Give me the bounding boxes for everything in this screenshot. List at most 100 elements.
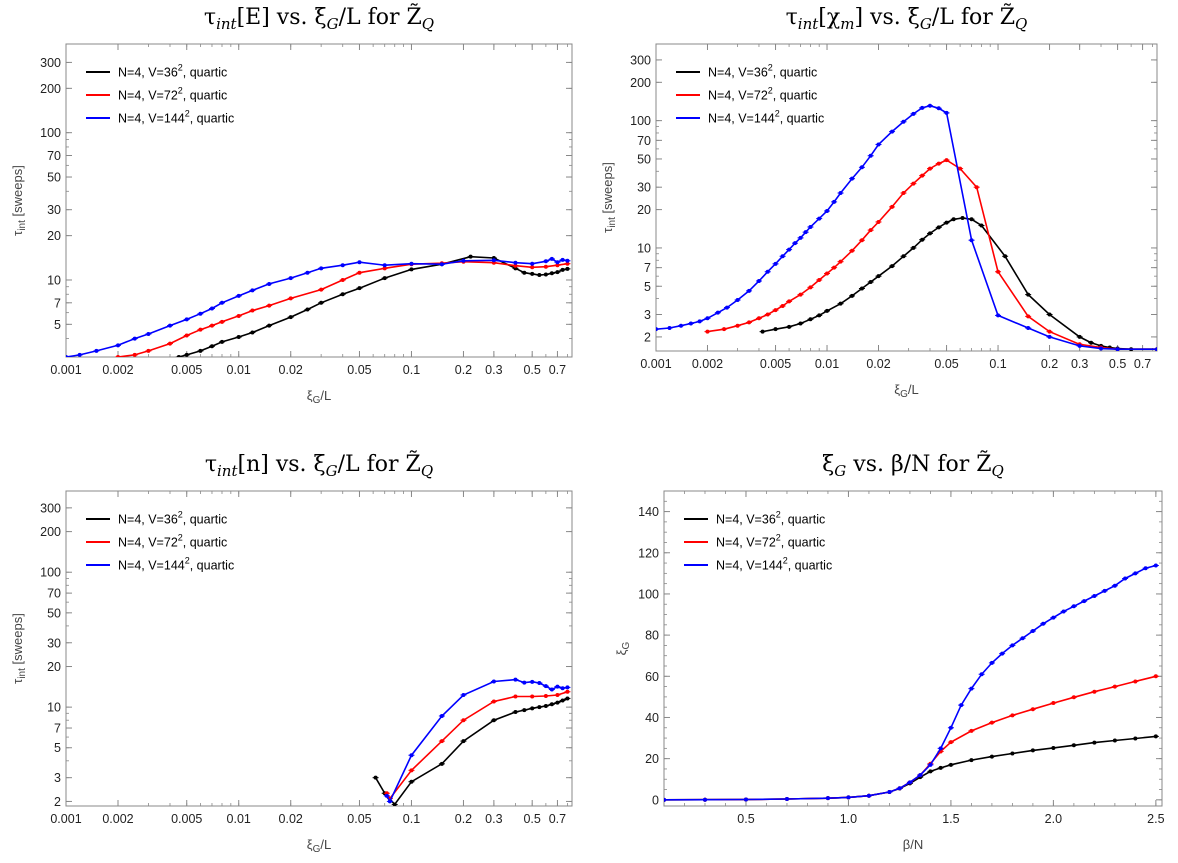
y-tick-label: 3 — [54, 771, 61, 785]
y-tick-label: 2 — [644, 330, 651, 344]
y-tick-label: 40 — [645, 711, 659, 725]
x-axis-label: ξG/L — [894, 382, 918, 400]
y-tick-label: 50 — [47, 171, 61, 185]
series-line — [66, 258, 568, 357]
x-tick-label: 0.01 — [815, 357, 839, 371]
x-tick-label: 0.2 — [455, 812, 472, 826]
plot-frame — [65, 490, 573, 807]
y-tick-label: 50 — [47, 606, 61, 620]
x-tick-label: 0.2 — [455, 363, 472, 377]
y-tick-label: 70 — [47, 587, 61, 601]
y-tick-label: 80 — [645, 629, 659, 643]
y-tick-label: 10 — [637, 241, 651, 255]
series-2 — [114, 259, 571, 357]
series-line — [762, 217, 1157, 351]
x-tick-label: 0.005 — [171, 812, 202, 826]
y-tick-label: 5 — [644, 280, 651, 294]
x-tick-label: 0.5 — [737, 812, 754, 826]
x-tick-label: 0.02 — [279, 812, 303, 826]
legend-entry: N=4, V=722, quartic — [708, 86, 817, 103]
x-tick-label: 0.3 — [485, 812, 502, 826]
y-tick-label: 10 — [47, 273, 61, 287]
series-1 — [372, 696, 571, 806]
series-3 — [656, 103, 1157, 351]
y-tick-label: 200 — [40, 525, 61, 539]
y-tick-label: 200 — [630, 76, 651, 90]
y-tick-label: 30 — [47, 203, 61, 217]
series-line — [386, 678, 568, 804]
chart-panel-3: τint[n] vs. ξG/L for Z̃Q 0.001 0.002 0.005 0… — [10, 451, 573, 855]
y-tick-label: 300 — [40, 501, 61, 515]
y-tick-label: 2 — [54, 795, 61, 809]
legend-entry: N=4, V=1442, quartic — [118, 556, 234, 573]
x-axis-label: β/N — [903, 837, 923, 852]
y-tick-label: 50 — [637, 152, 651, 166]
series-line — [178, 255, 568, 357]
series-1 — [759, 215, 1157, 351]
y-tick-label: 20 — [47, 660, 61, 674]
chart-panel-4: ξG vs. β/N for Z̃Q 0.5 1.0 1.5 2.0 2.5 0 20 40 60… — [614, 451, 1165, 852]
y-tick-label: 20 — [637, 203, 651, 217]
y-tick-label: 10 — [47, 701, 61, 715]
x-tick-label: 0.5 — [523, 363, 540, 377]
legend-entry: N=4, V=1442, quartic — [118, 109, 234, 126]
chart-title: τint[n] vs. ξG/L for Z̃Q — [205, 451, 433, 480]
series-line — [117, 260, 568, 357]
y-tick-label: 5 — [54, 318, 61, 332]
y-tick-label: 60 — [645, 670, 659, 684]
series-3 — [383, 677, 571, 804]
y-tick-label: 100 — [630, 114, 651, 128]
x-tick-label: 0.7 — [1134, 357, 1151, 371]
x-tick-label: 0.5 — [1109, 357, 1126, 371]
y-axis-label: τint [sweeps] — [10, 613, 28, 684]
x-tick-label: 0.001 — [50, 812, 81, 826]
x-tick-label: 0.02 — [866, 357, 890, 371]
x-tick-label: 0.02 — [279, 363, 303, 377]
x-tick-label: 0.1 — [989, 357, 1006, 371]
x-tick-label: 0.05 — [934, 357, 958, 371]
y-axis-label: ξG — [614, 641, 632, 655]
plot-frame — [65, 43, 573, 358]
legend-entry: N=4, V=362, quartic — [716, 510, 825, 527]
legend: N=4, V=362, quartic N=4, V=722, quartic N=… — [684, 510, 832, 573]
series-line — [664, 735, 1156, 801]
series-1 — [664, 734, 1159, 802]
x-tick-label: 2.0 — [1045, 812, 1062, 826]
y-tick-label: 100 — [638, 587, 659, 601]
series-2 — [383, 689, 571, 801]
y-tick-label: 70 — [47, 149, 61, 163]
x-tick-label: 0.002 — [102, 812, 133, 826]
y-tick-label: 300 — [40, 56, 61, 70]
x-tick-label: 0.5 — [523, 812, 540, 826]
plot-frame — [663, 490, 1163, 807]
x-tick-label: 0.05 — [347, 812, 371, 826]
legend: N=4, V=362, quartic N=4, V=722, quartic N=… — [86, 510, 234, 573]
chart-panel-1: τint[E] vs. ξG/L for Z̃Q 0.001 0.002 0.005 0… — [10, 4, 573, 406]
series-line — [374, 697, 568, 806]
x-tick-label: 0.002 — [692, 357, 723, 371]
y-axis-label: τint [sweeps] — [10, 165, 28, 236]
y-tick-label: 20 — [47, 229, 61, 243]
y-tick-label: 7 — [644, 261, 651, 275]
y-tick-label: 7 — [54, 722, 61, 736]
chart-panel-2: τint[χm] vs. ξG/L for Z̃Q 0.001 0.002 0.005… — [600, 4, 1158, 400]
legend-entry: N=4, V=722, quartic — [118, 533, 227, 550]
x-tick-label: 0.01 — [227, 812, 251, 826]
legend-entry: N=4, V=362, quartic — [118, 63, 227, 80]
x-tick-label: 0.1 — [403, 363, 420, 377]
y-tick-label: 120 — [638, 546, 659, 560]
series-3 — [664, 563, 1159, 802]
legend-entry: N=4, V=722, quartic — [716, 533, 825, 550]
x-axis-label: ξG/L — [307, 388, 331, 406]
legend: N=4, V=362, quartic N=4, V=722, quartic N=… — [676, 63, 824, 126]
legend-entry: N=4, V=362, quartic — [708, 63, 817, 80]
chart-title: ξG vs. β/N for Z̃Q — [822, 451, 1004, 480]
y-tick-label: 140 — [638, 505, 659, 519]
series-line — [707, 159, 1157, 351]
y-tick-label: 100 — [40, 566, 61, 580]
x-tick-label: 0.7 — [549, 363, 566, 377]
y-tick-label: 3 — [644, 308, 651, 322]
y-tick-label: 100 — [40, 126, 61, 140]
x-tick-label: 0.1 — [403, 812, 420, 826]
